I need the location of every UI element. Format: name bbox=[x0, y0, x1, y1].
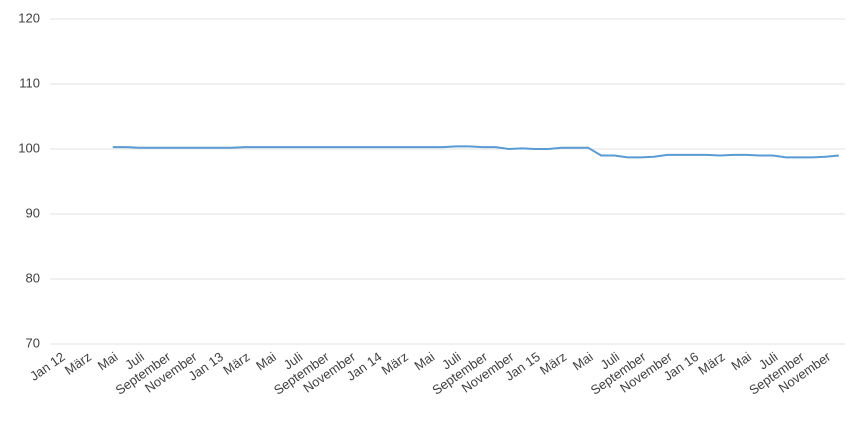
x-tick-label: Mai bbox=[253, 349, 279, 373]
x-tick-label: Mai bbox=[412, 349, 438, 373]
y-tick-label: 80 bbox=[26, 270, 40, 285]
y-tick-label: 110 bbox=[19, 75, 40, 90]
x-tick-label: Mai bbox=[728, 349, 754, 373]
y-tick-label: 90 bbox=[26, 205, 40, 220]
data-line bbox=[112, 145, 839, 159]
y-tick-label: 120 bbox=[18, 10, 40, 25]
y-tick-label: 100 bbox=[18, 140, 40, 155]
x-tick-label: März bbox=[220, 349, 252, 378]
x-tick-label: März bbox=[695, 349, 727, 378]
y-tick-label: 70 bbox=[26, 335, 40, 350]
x-tick-label: März bbox=[379, 349, 411, 378]
x-tick-label: Mai bbox=[570, 349, 596, 373]
x-tick-label: März bbox=[537, 349, 569, 378]
x-tick-label: März bbox=[62, 349, 94, 378]
x-tick-label: Mai bbox=[95, 349, 121, 373]
